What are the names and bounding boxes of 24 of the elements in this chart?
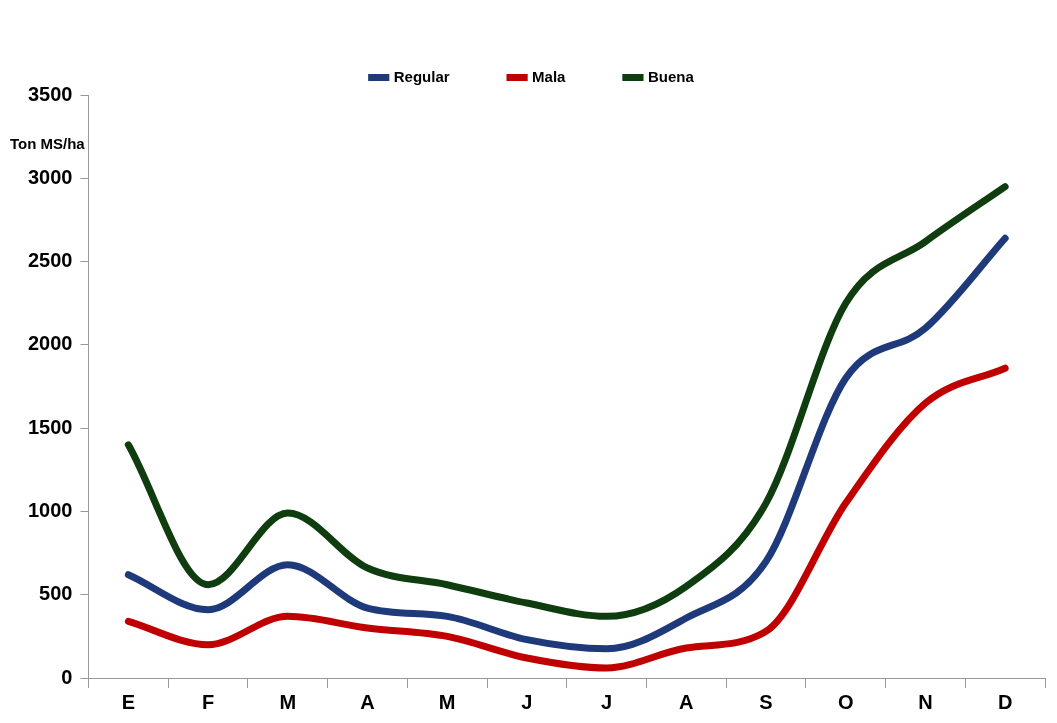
x-tick-label: F [201, 690, 215, 713]
y-tick-label: 3500 [27, 82, 73, 105]
y-axis-title: Ton MS/ha [10, 135, 86, 153]
x-tick-label: M [279, 690, 297, 713]
legend-label: Buena [647, 67, 695, 85]
y-tick-label: 0 [61, 665, 73, 688]
x-tick-label: N [918, 690, 933, 713]
y-tick-label: 1500 [27, 415, 73, 438]
legend-label: Mala [532, 67, 567, 85]
y-tick-label: 1000 [27, 498, 73, 521]
x-tick-label: M [438, 690, 456, 713]
x-tick-label: S [759, 690, 773, 713]
y-tick-label: 2500 [27, 249, 73, 272]
legend-label: Regular [393, 67, 450, 85]
x-tick-label: O [837, 690, 854, 713]
y-tick-label: 2000 [27, 332, 73, 355]
x-tick-label: A [679, 690, 694, 713]
y-tick-label: 500 [39, 582, 73, 605]
x-tick-label: J [601, 690, 613, 713]
y-tick-label: 3000 [27, 165, 73, 188]
x-tick-label: E [121, 690, 136, 713]
x-tick-label: D [997, 690, 1013, 713]
x-tick-label: J [521, 690, 533, 713]
x-tick-label: A [360, 690, 375, 713]
